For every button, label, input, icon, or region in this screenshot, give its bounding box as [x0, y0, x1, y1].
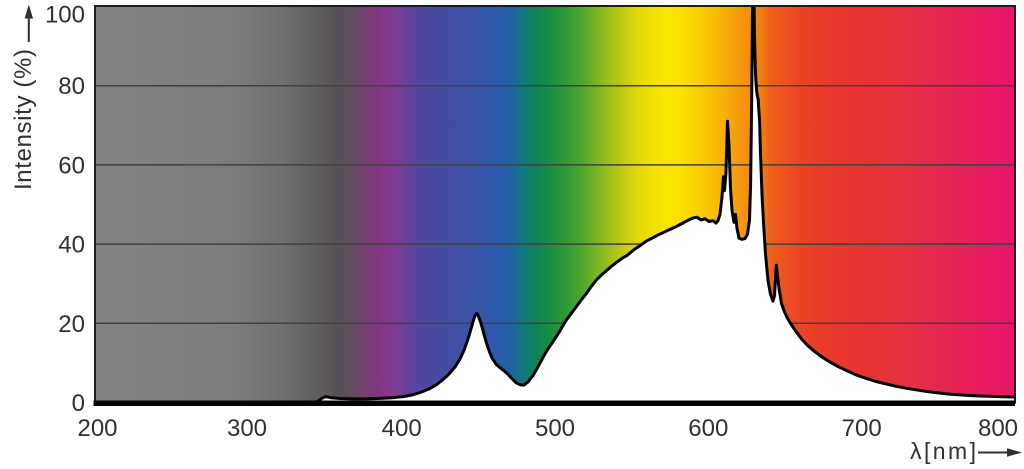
svg-text:600: 600 [688, 415, 728, 442]
svg-text:700: 700 [842, 415, 882, 442]
svg-text:λ[nm]: λ[nm] [910, 438, 976, 464]
svg-text:40: 40 [58, 232, 85, 259]
svg-text:20: 20 [58, 311, 85, 338]
svg-text:200: 200 [77, 415, 117, 442]
svg-text:60: 60 [58, 152, 85, 179]
svg-text:0: 0 [72, 390, 85, 417]
svg-text:300: 300 [227, 415, 267, 442]
svg-text:80: 80 [58, 73, 85, 100]
svg-text:500: 500 [535, 415, 575, 442]
svg-text:800: 800 [978, 415, 1018, 442]
svg-text:100: 100 [45, 2, 85, 29]
svg-text:Intensity (%): Intensity (%) [10, 49, 37, 190]
svg-text:400: 400 [382, 415, 422, 442]
